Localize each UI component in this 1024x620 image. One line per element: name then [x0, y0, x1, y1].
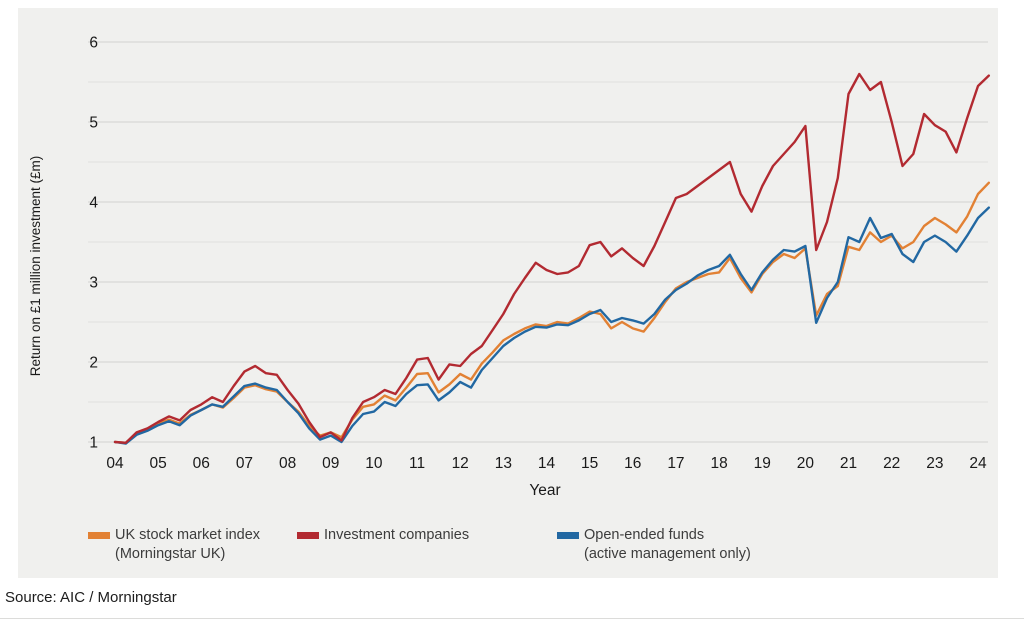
legend-label-uk-index: UK stock market index (Morningstar UK)	[115, 526, 260, 564]
x-tick-label: 24	[969, 455, 987, 472]
x-tick-label: 14	[538, 455, 556, 472]
uk-index-swatch-icon	[88, 532, 110, 539]
y-tick-label: 6	[89, 35, 98, 52]
y-tick-label: 2	[89, 355, 98, 372]
x-tick-label: 08	[279, 455, 296, 472]
x-tick-label: 20	[797, 455, 815, 472]
legend-label-line1: UK stock market index	[115, 527, 261, 543]
y-axis-title: Return on £1 million investment (£m)	[28, 156, 43, 377]
x-tick-label: 21	[840, 455, 857, 472]
chart-panel: 1 2 3 4 5 6 04 05 06 07 08 09 10 11 12 13 14 15 16 17 18 19 20…	[18, 8, 998, 578]
x-tick-label: 11	[409, 455, 425, 472]
x-tick-label: 10	[365, 455, 383, 472]
legend-item-uk-index: UK stock market index (Morningstar UK)	[88, 526, 260, 564]
x-tick-label: 23	[926, 455, 943, 472]
bottom-divider	[0, 618, 1024, 619]
legend-item-investment-companies: Investment companies	[297, 526, 469, 545]
x-tick-label: 17	[667, 455, 684, 472]
y-tick-label: 4	[89, 195, 98, 212]
open-ended-funds-swatch-icon	[557, 532, 579, 539]
x-tick-label: 05	[150, 455, 167, 472]
investment-companies-swatch-icon	[297, 532, 319, 539]
x-tick-label: 22	[883, 455, 900, 472]
x-tick-label: 19	[754, 455, 771, 472]
x-tick-label: 06	[193, 455, 210, 472]
legend-label-investment-companies: Investment companies	[324, 526, 469, 545]
series-line-open-ended	[113, 206, 990, 445]
legend-label-open-ended-funds: Open-ended funds (active management only…	[584, 526, 751, 564]
legend-label-line2: (Morningstar UK)	[115, 546, 226, 563]
x-tick-label: 12	[452, 455, 469, 472]
x-axis-title: Year	[529, 482, 560, 499]
x-tick-label: 04	[106, 455, 124, 472]
y-tick-label: 5	[89, 115, 98, 132]
y-tick-label: 1	[89, 435, 98, 452]
x-tick-label: 13	[495, 455, 512, 472]
x-tick-label: 07	[236, 455, 253, 472]
legend-label-line1: Open-ended funds	[584, 527, 705, 543]
x-tick-label: 09	[322, 455, 339, 472]
legend-label-line1: Investment companies	[324, 527, 470, 543]
chart-legend: UK stock market index (Morningstar UK) I…	[18, 526, 998, 574]
legend-label-line2: (active management only)	[584, 546, 751, 563]
series-line-investment-companies	[113, 72, 990, 444]
x-tick-label: 15	[581, 455, 598, 472]
y-tick-label: 3	[89, 275, 98, 292]
x-tick-label: 18	[710, 455, 727, 472]
series-line-uk-index	[113, 181, 990, 444]
x-tick-label: 16	[624, 455, 641, 472]
source-caption: Source: AIC / Morningstar	[5, 589, 177, 606]
legend-item-open-ended-funds: Open-ended funds (active management only…	[557, 526, 751, 564]
